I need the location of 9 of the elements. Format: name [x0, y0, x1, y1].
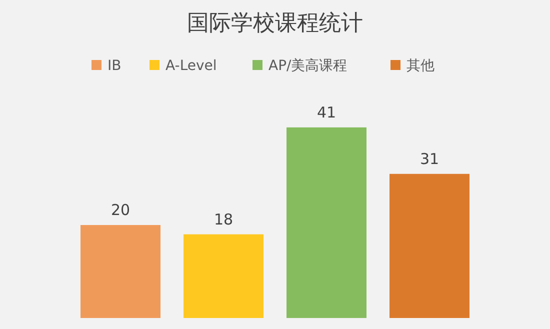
data-label: 41	[316, 103, 336, 122]
legend-label: AP/美高课程	[268, 58, 348, 74]
legend-label: A-Level	[166, 58, 217, 74]
data-label: 20	[110, 201, 130, 220]
data-label: 31	[420, 150, 440, 168]
chart-title: 国际学校课程统计	[187, 11, 363, 36]
legend-label: IB	[108, 58, 122, 74]
data-label: 18	[214, 210, 234, 228]
legend-label: 其他	[406, 58, 434, 74]
